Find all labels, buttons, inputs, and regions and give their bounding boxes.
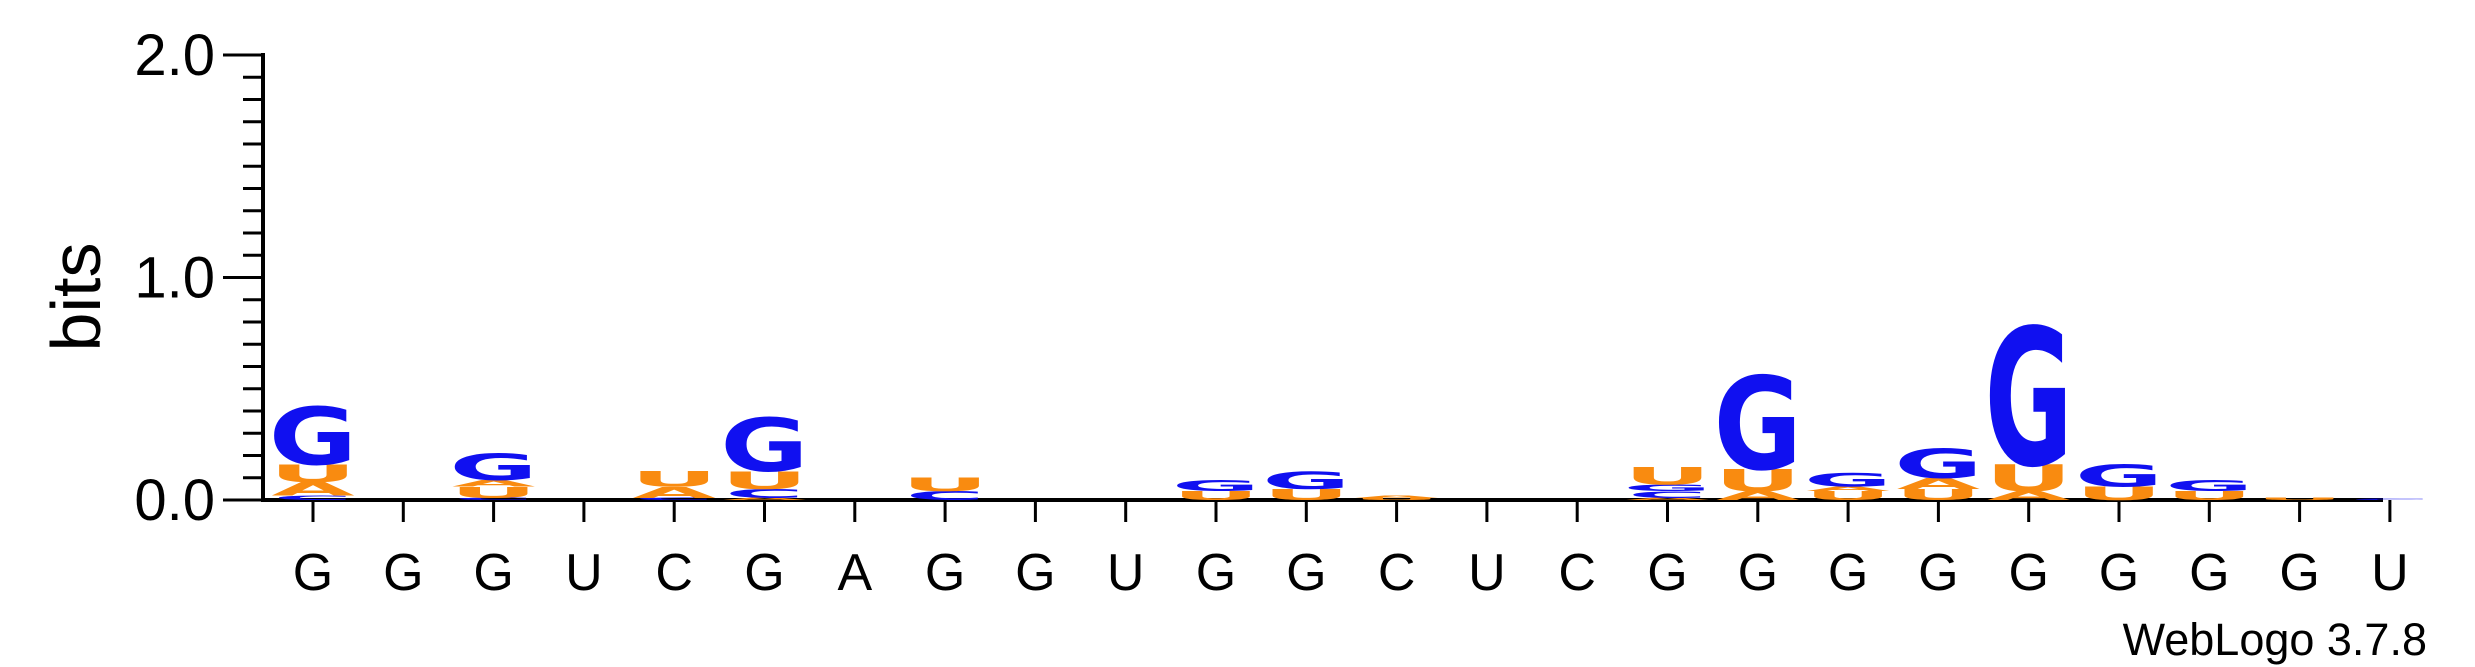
logo-letter-C: C [2350, 499, 2429, 501]
logo-letter-G: G [720, 404, 808, 489]
logo-letter-U: U [1714, 463, 1801, 498]
x-tick-label: G [1647, 544, 1687, 602]
logo-letter-U: U [1353, 497, 1440, 501]
x-tick-label: G [2099, 544, 2139, 602]
logo-letter-G: G [449, 446, 537, 489]
logo-letter-G: G [1985, 290, 2073, 510]
logo-letter-A: A [452, 478, 535, 489]
logo-letter-U: U [721, 467, 808, 495]
x-tick-label: G [744, 544, 784, 602]
x-tick-label: G [473, 544, 513, 602]
logo-letter-A: A [1987, 489, 2070, 503]
logo-letter-C: C [635, 497, 714, 501]
x-tick-label: G [1286, 544, 1326, 602]
x-tick-label: U [1107, 544, 1145, 602]
logo-letter-U: U [2075, 483, 2162, 504]
logo-letter-U: U [630, 467, 717, 492]
logo-letter-U: U [1895, 486, 1982, 504]
logo-letter-U: U [1804, 489, 1891, 503]
logo-letter-U: U [269, 460, 356, 488]
logo-letter-G: G [1172, 477, 1260, 495]
logo-letter-U: U [901, 474, 988, 495]
logo-letter-U: U [2256, 497, 2343, 501]
logo-letter-C: C [273, 494, 352, 501]
logo-letter-G: G [1262, 467, 1350, 495]
logo-letter-A: A [1626, 497, 1709, 501]
logo-letter-G: G [2165, 477, 2253, 495]
logo-letter-U: U [1985, 457, 2072, 500]
x-tick-label: G [1918, 544, 1958, 602]
x-tick-label: U [1468, 544, 1506, 602]
logo-letter-U: U [450, 484, 537, 502]
y-tick-label: 1.0 [134, 246, 215, 311]
logo-letter-A: A [1355, 495, 1438, 499]
logo-letter-A: A [1716, 489, 1799, 503]
logo-letter-A: A [1897, 475, 1981, 493]
logo-letter-G: G [1894, 442, 1982, 488]
x-tick-label: G [293, 544, 333, 602]
logo-letter-C: C [1628, 489, 1707, 500]
x-tick-label: U [2371, 544, 2409, 602]
y-axis: 0.0 1.0 2.0 [134, 23, 265, 533]
logo-letter-A: A [723, 497, 806, 501]
logo-letter-U: U [1263, 486, 1350, 504]
logo-letter-G: G [1714, 350, 1802, 499]
logo-letter-A: A [271, 479, 355, 500]
x-tick-label: G [1196, 544, 1236, 602]
y-tick-label: 0.0 [134, 468, 215, 533]
logo-letter-C: C [906, 489, 985, 503]
x-tick-label: C [1558, 544, 1596, 602]
x-tick-label: G [2279, 544, 2319, 602]
logo-letter-U: U [1172, 489, 1259, 503]
x-tick-label: G [1015, 544, 1055, 602]
logo-letter-G: G [2075, 459, 2163, 494]
logo-letter-C: C [725, 487, 804, 501]
x-tick-label: G [383, 544, 423, 602]
logo-letter-C: C [454, 497, 533, 501]
credit-label: WebLogo 3.7.8 [2123, 614, 2427, 665]
x-tick-label: G [1828, 544, 1868, 602]
x-tick-label: G [2189, 544, 2229, 602]
x-tick-label: U [565, 544, 603, 602]
logo-letter-A: A [633, 484, 717, 502]
x-tick-label: A [837, 544, 872, 602]
x-tick-label: C [655, 544, 693, 602]
logo-letter-G: G [1804, 470, 1892, 491]
logo-letter-G: G [1623, 483, 1711, 494]
x-tick-label: G [925, 544, 965, 602]
x-tick-label: G [2008, 544, 2048, 602]
y-axis-label: bits [37, 243, 115, 352]
logo-letter-G: G [269, 391, 357, 483]
y-tick-label: 2.0 [134, 23, 215, 88]
x-tick-label: C [1378, 544, 1416, 602]
logo-letter-A: A [1806, 485, 1889, 492]
x-tick-label: G [1738, 544, 1778, 602]
logo-letter-U: U [2166, 489, 2253, 503]
logo-letter-U: U [1624, 462, 1711, 490]
